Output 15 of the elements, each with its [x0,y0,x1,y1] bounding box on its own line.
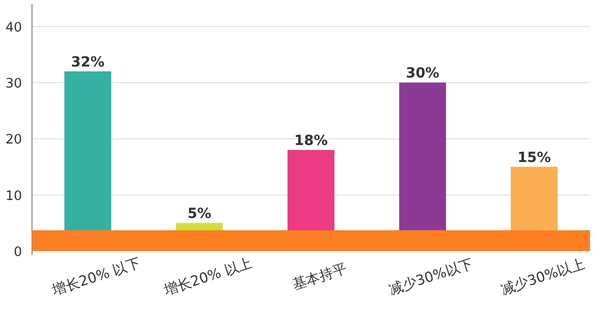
data-label: 32% [71,54,105,70]
data-label: 30% [406,66,440,82]
y-tick-label: 10 [5,188,22,204]
data-label: 15% [517,150,551,166]
y-tick-label: 20 [5,132,22,148]
x-tick-label: 增长20% 以上 [161,255,254,300]
y-tick-label: 30 [5,76,22,92]
y-tick-label: 0 [14,245,22,260]
y-tick-label: 40 [5,20,22,36]
x-tick-label: 基本持平 [290,260,349,294]
data-label: 5% [188,206,212,222]
x-tick-label: 减少30%以上 [499,256,587,298]
x-tick-label: 增长20% 以下 [50,255,143,300]
x-tick-label: 减少30%以下 [387,256,476,298]
data-label: 18% [294,132,328,149]
